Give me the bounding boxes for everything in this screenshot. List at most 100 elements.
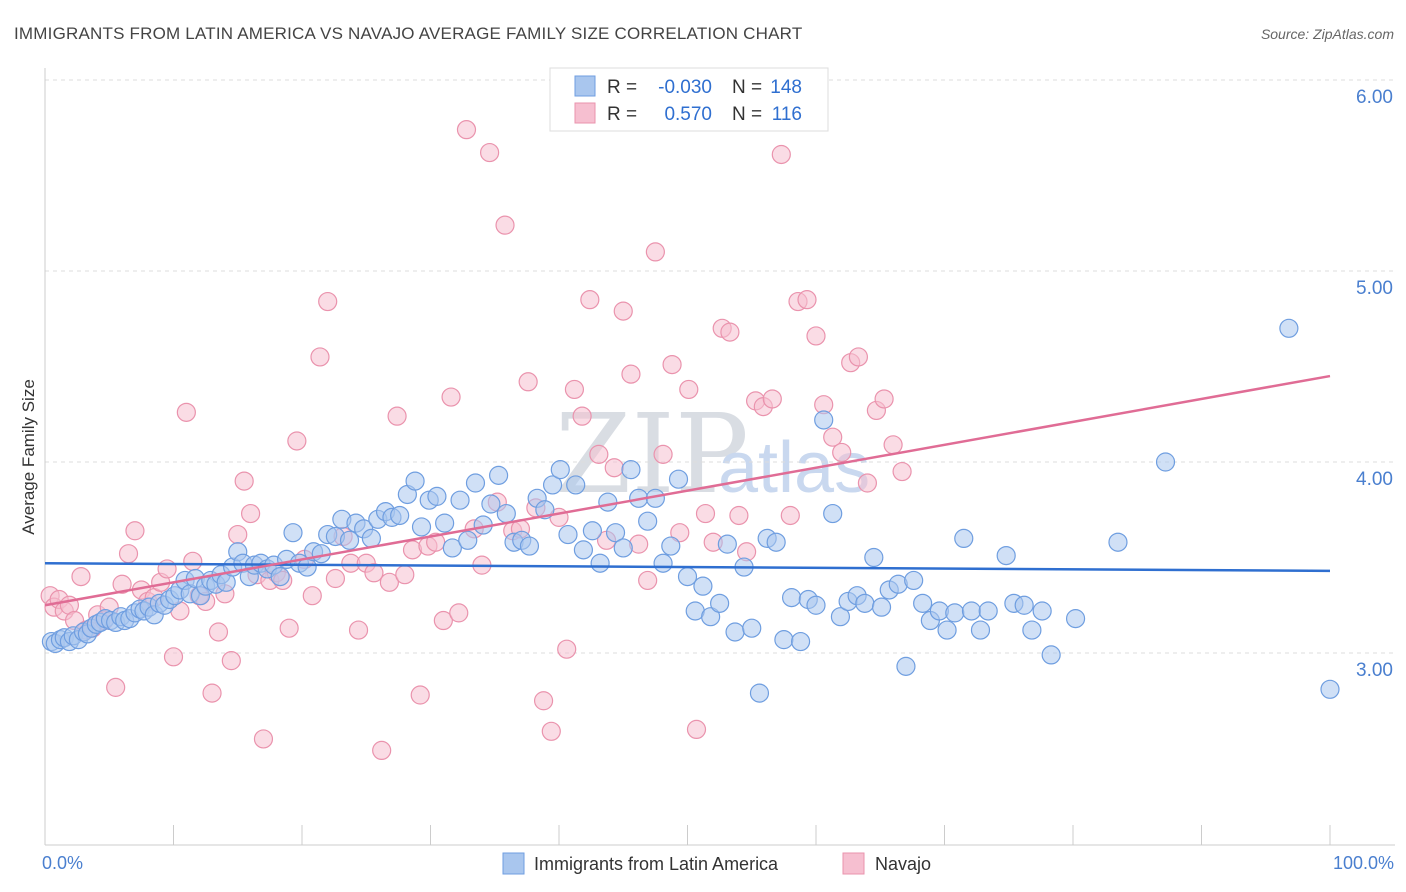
latin-america-point: [945, 603, 965, 623]
navajo-point: [518, 372, 538, 392]
latin-america-point: [1065, 609, 1086, 629]
navajo-point: [183, 551, 203, 571]
navajo-point: [176, 402, 196, 422]
navajo-point: [823, 427, 843, 447]
latin-america-point: [814, 410, 834, 430]
navajo-point: [762, 389, 782, 409]
chart-title: IMMIGRANTS FROM LATIN AMERICA VS NAVAJO …: [14, 24, 802, 43]
latin-america-point: [566, 475, 586, 495]
latin-america-point: [558, 524, 578, 545]
navajo-point: [557, 639, 577, 659]
navajo-point: [395, 565, 415, 585]
navajo-point: [848, 347, 869, 367]
navajo-point: [279, 618, 299, 638]
y-axis-label: Average Family Size: [19, 379, 38, 535]
latin-america-point: [961, 601, 982, 621]
navajo-point: [410, 685, 430, 705]
latin-america-point: [725, 622, 745, 642]
navajo-point: [572, 406, 592, 426]
navajo-points: [40, 120, 912, 761]
navajo-trend-line: [44, 374, 1331, 607]
latin-america-point: [1279, 318, 1299, 338]
latin-america-point: [613, 538, 633, 558]
navajo-point: [441, 387, 461, 407]
latin-america-point: [638, 511, 658, 531]
navajo-point: [364, 563, 384, 583]
x-tick-label-min: 0.0%: [42, 853, 83, 873]
navajo-point: [387, 406, 407, 426]
navajo-point: [310, 347, 330, 367]
latin-america-point: [896, 656, 916, 676]
latin-america-point: [693, 576, 713, 596]
latin-america-point: [270, 566, 290, 587]
x-ticks: [44, 825, 1331, 845]
latin-america-point: [677, 566, 698, 587]
navajo-point: [686, 719, 707, 740]
correlation-legend-box: [549, 67, 829, 132]
legend-n-value-pink: 116: [772, 104, 802, 125]
legend-r-label-blue: R =: [607, 77, 637, 98]
navajo-point: [71, 566, 91, 587]
navajo-point: [621, 364, 641, 384]
latin-america-point: [701, 607, 721, 627]
latin-america-point: [427, 486, 447, 506]
latin-america-point: [742, 618, 762, 638]
latin-america-point: [710, 593, 730, 613]
latin-america-point: [339, 530, 360, 550]
navajo-point: [670, 523, 690, 543]
x-tick-label-max: 100.0%: [1333, 853, 1394, 873]
legend-n-value-blue: 148: [770, 77, 802, 98]
latin-america-point: [823, 503, 843, 524]
navajo-point: [653, 444, 673, 464]
latin-america-point: [1320, 679, 1340, 699]
latin-america-point: [590, 553, 610, 573]
latin-america-point: [806, 595, 826, 615]
navajo-point: [679, 379, 699, 400]
navajo-point: [287, 431, 307, 451]
chart-source: Source: ZipAtlas.com: [1261, 26, 1394, 42]
navajo-point: [832, 442, 852, 463]
legend-n-label-blue: N =: [732, 77, 762, 98]
navajo-point: [372, 740, 392, 761]
latin-america-point: [405, 471, 425, 491]
navajo-point: [645, 242, 665, 262]
navajo-point: [241, 503, 261, 524]
y-tick-label: 6.00: [1356, 87, 1393, 108]
latin-america-point: [970, 620, 991, 640]
navajo-point: [118, 544, 139, 564]
navajo-point: [892, 461, 912, 482]
navajo-point: [533, 691, 554, 711]
latin-america-point: [749, 683, 770, 703]
latin-america-point: [411, 517, 432, 537]
navajo-point: [221, 651, 241, 671]
navajo-point: [495, 215, 515, 235]
navajo-point: [806, 326, 826, 346]
legend-pink-swatch: [574, 102, 596, 124]
bottom-legend-pink-swatch: [842, 852, 865, 875]
legend-blue-swatch: [574, 75, 596, 97]
navajo-point: [302, 586, 322, 606]
latin-america-point: [489, 465, 509, 485]
navajo-point: [433, 610, 453, 631]
navajo-point: [157, 559, 177, 579]
latin-america-point: [668, 469, 689, 489]
latin-america-point: [717, 534, 737, 554]
navajo-point: [449, 603, 469, 623]
navajo-point: [426, 532, 446, 552]
y-tick-label: 3.00: [1356, 660, 1393, 681]
navajo-point: [228, 524, 248, 545]
bottom-legend-label-latin-america: Immigrants from Latin America: [534, 854, 779, 874]
navajo-point: [379, 572, 399, 592]
latin-america-point: [605, 523, 626, 543]
latin-america-point: [1022, 620, 1042, 640]
latin-america-point: [435, 513, 455, 533]
latin-america-trend-line: [44, 561, 1331, 573]
latin-america-point: [598, 492, 618, 512]
navajo-point: [662, 354, 682, 375]
latin-america-point: [283, 523, 303, 543]
y-tick-labels: 3.00 4.00 5.00 6.00: [1356, 87, 1393, 681]
legend-n-label-pink: N =: [732, 104, 762, 125]
latin-america-point: [582, 521, 603, 541]
navajo-point: [729, 505, 749, 526]
latin-america-point: [465, 473, 486, 493]
